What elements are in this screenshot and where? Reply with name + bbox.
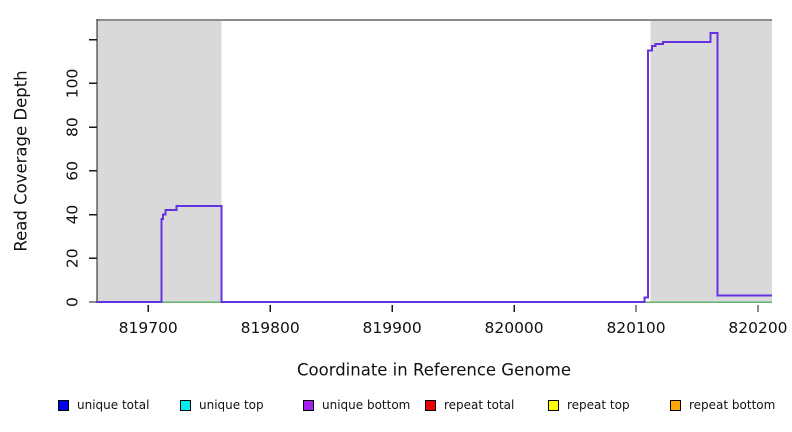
legend-item-unique-total: unique total [58, 396, 149, 414]
x-tick-label: 820200 [728, 319, 787, 337]
coverage-plot: 0 20 40 60 80 100 819700 819800 819900 820000 8201… [64, 19, 788, 337]
x-tick-label: 820100 [606, 319, 665, 337]
legend-label: repeat total [444, 398, 515, 412]
legend-label: unique top [199, 398, 264, 412]
x-tick-label: 819800 [241, 319, 300, 337]
legend-swatch-unique-total [58, 399, 69, 411]
legend-item-unique-top: unique top [180, 396, 264, 414]
x-tick-label: 820000 [484, 319, 543, 337]
legend-label: repeat top [567, 398, 630, 412]
legend-swatch-repeat-bottom [670, 399, 681, 411]
series-unique-bottom-coverage [97, 32, 772, 303]
x-axis-title: Coordinate in Reference Genome [296, 360, 572, 380]
legend-label: repeat bottom [689, 398, 776, 412]
legend-item-unique-bottom: unique bottom [303, 396, 410, 414]
legend-swatch-repeat-total [425, 399, 436, 411]
y-tick-label: 100 [64, 69, 82, 99]
legend-swatch-unique-top [180, 399, 191, 411]
y-axis-title: Read Coverage Depth [11, 70, 31, 252]
y-tick-label: 20 [64, 248, 82, 268]
y-tick-label: 80 [64, 117, 82, 137]
left-gray-region [97, 19, 222, 303]
legend-item-repeat-top: repeat top [548, 396, 630, 414]
x-tick-label: 819900 [363, 319, 422, 337]
legend-swatch-unique-bottom [303, 399, 314, 411]
legend: unique total unique top unique bottom repea… [0, 396, 792, 416]
y-tick-label: 0 [64, 297, 82, 307]
legend-item-repeat-total: repeat total [425, 396, 514, 414]
right-gray-region [650, 19, 772, 303]
legend-label: unique total [77, 398, 150, 412]
y-tick-label: 60 [64, 161, 82, 181]
legend-swatch-repeat-top [548, 399, 559, 411]
legend-label: unique bottom [322, 398, 411, 412]
x-tick-label: 819700 [119, 319, 178, 337]
legend-item-repeat-bottom: repeat bottom [670, 396, 775, 414]
y-tick-label: 40 [64, 205, 82, 225]
